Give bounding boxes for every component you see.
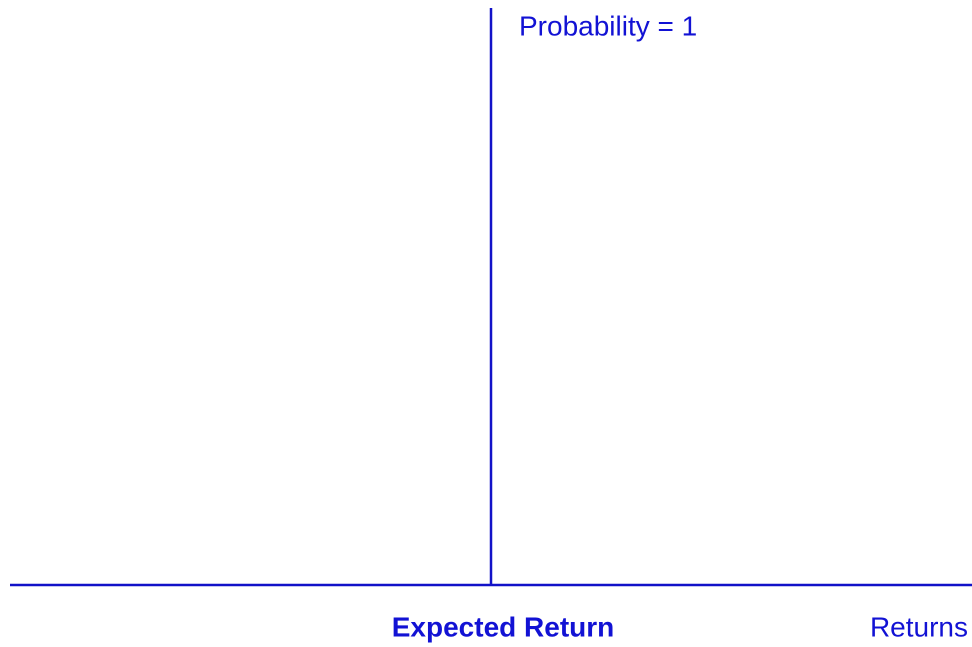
- center-label: Expected Return: [392, 611, 615, 642]
- spike-label: Probability = 1: [519, 10, 697, 41]
- axis-label: Returns: [870, 611, 968, 642]
